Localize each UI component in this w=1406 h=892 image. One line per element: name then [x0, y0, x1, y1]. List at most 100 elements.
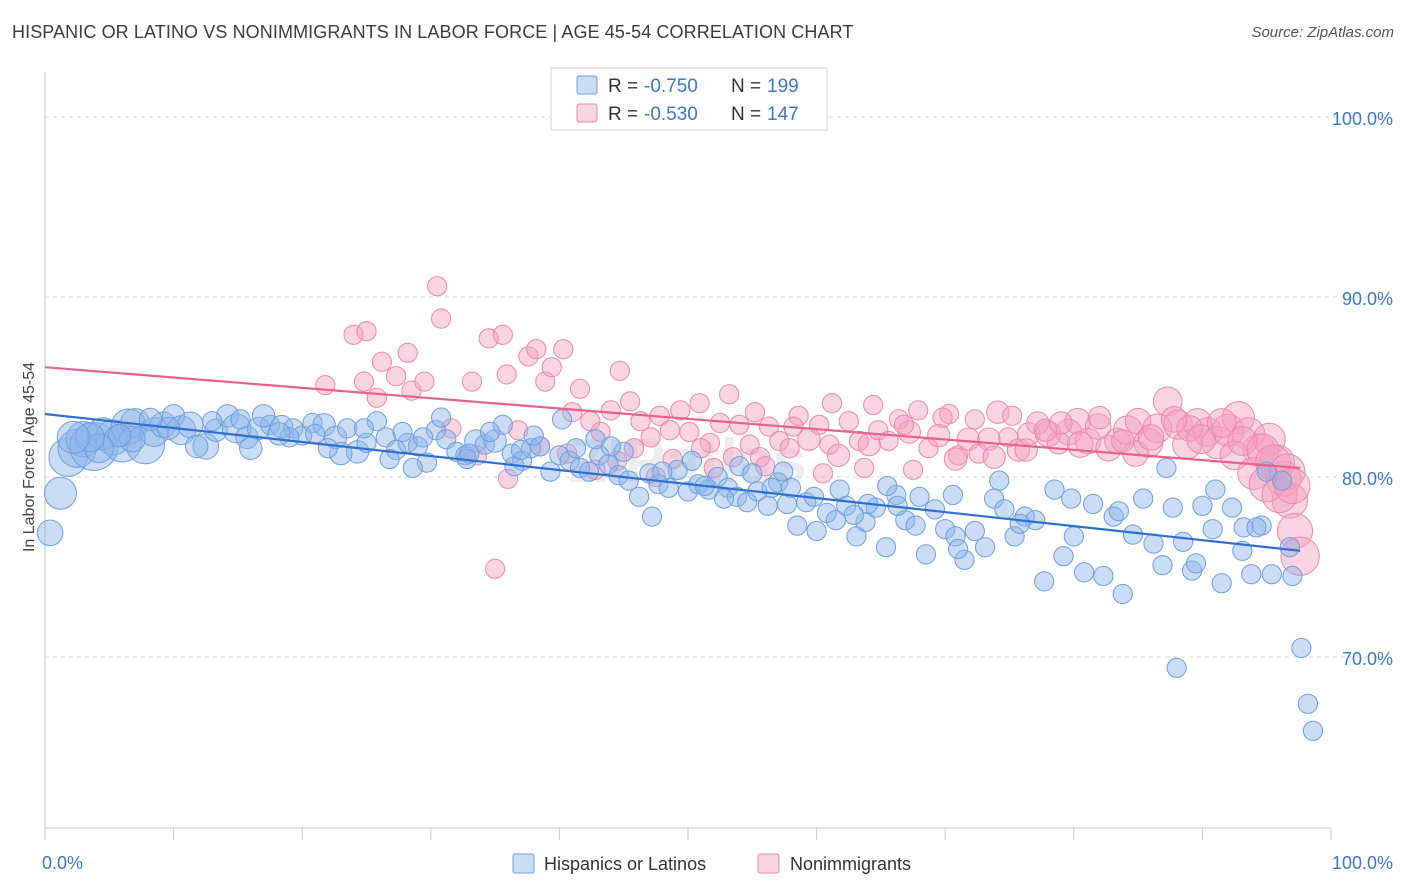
- data-point: [1185, 553, 1207, 574]
- chart-title: HISPANIC OR LATINO VS NONIMMIGRANTS IN L…: [12, 22, 854, 42]
- data-point: [1143, 533, 1164, 554]
- data-point: [1083, 493, 1104, 515]
- data-point: [1152, 555, 1173, 576]
- data-point: [994, 499, 1015, 520]
- data-point: [1261, 564, 1282, 585]
- data-point: [618, 470, 639, 491]
- data-point: [652, 461, 673, 482]
- data-point: [177, 411, 204, 439]
- data-point: [767, 472, 789, 493]
- data-point: [613, 441, 634, 462]
- trend-line: [44, 412, 1301, 552]
- data-point: [353, 418, 374, 439]
- data-point: [1002, 405, 1023, 426]
- data-point: [744, 402, 766, 423]
- data-point: [769, 430, 790, 452]
- data-point: [667, 459, 688, 480]
- data-point: [366, 411, 387, 432]
- data-point: [620, 391, 641, 412]
- data-point: [826, 443, 851, 468]
- y-tick-label: 80.0%: [1342, 469, 1393, 489]
- data-point: [1009, 513, 1030, 534]
- data-point: [1156, 457, 1177, 479]
- data-point: [838, 411, 859, 432]
- data-point: [230, 409, 251, 430]
- grid-lines: [45, 116, 1391, 658]
- data-point: [1279, 537, 1300, 558]
- data-point: [909, 486, 930, 507]
- data-point: [267, 422, 291, 446]
- series-hispanics: [36, 404, 1324, 741]
- data-point: [1074, 427, 1102, 455]
- y-tick-label: 100.0%: [1332, 109, 1393, 129]
- data-point: [1112, 583, 1133, 605]
- data-point: [461, 371, 483, 392]
- data-point: [1033, 418, 1058, 442]
- data-point: [1111, 429, 1135, 453]
- data-point: [526, 339, 547, 360]
- data-point: [863, 394, 884, 416]
- data-point: [413, 427, 434, 448]
- data-point: [640, 427, 661, 448]
- data-point: [119, 425, 146, 453]
- data-point: [1282, 565, 1303, 587]
- data-point: [337, 418, 358, 439]
- axes: 70.0% 80.0% 90.0% 100.0% 0.0% 100.0%: [42, 72, 1393, 873]
- data-point: [492, 414, 513, 435]
- data-point: [317, 438, 338, 459]
- data-point: [787, 515, 808, 536]
- data-point: [977, 427, 1001, 451]
- data-point: [729, 414, 750, 435]
- data-point: [713, 488, 735, 509]
- data-point: [551, 409, 573, 430]
- data-point: [677, 481, 699, 502]
- data-point: [431, 308, 452, 329]
- data-point: [431, 407, 452, 428]
- legend-swatch-nonimmigrants: [757, 853, 780, 874]
- data-point: [670, 400, 691, 421]
- data-point: [1291, 637, 1312, 659]
- data-point: [510, 439, 531, 461]
- data-point: [1133, 488, 1154, 509]
- data-point: [425, 420, 446, 441]
- data-point: [939, 403, 960, 425]
- data-point: [459, 443, 480, 464]
- trend-line: [44, 366, 1301, 470]
- data-point: [1066, 431, 1094, 458]
- data-point: [496, 364, 517, 385]
- data-point: [371, 351, 392, 372]
- data-point: [1053, 546, 1074, 567]
- data-point: [107, 423, 132, 448]
- legend-n-label: N =: [731, 104, 761, 125]
- data-point: [1221, 497, 1243, 518]
- data-point: [492, 324, 513, 345]
- legend-swatch-nonimmigrants: [576, 103, 598, 123]
- data-point: [942, 484, 964, 506]
- data-point: [566, 438, 587, 459]
- data-point: [1271, 482, 1308, 519]
- data-point: [886, 484, 907, 506]
- data-point: [523, 425, 544, 446]
- data-point: [1074, 562, 1095, 583]
- data-point: [659, 420, 681, 441]
- data-point: [1034, 571, 1055, 592]
- data-point: [590, 421, 611, 443]
- data-point: [875, 537, 897, 558]
- data-point: [773, 461, 794, 482]
- data-point: [1202, 519, 1223, 540]
- data-point: [508, 420, 529, 441]
- legend-r-value: -0.530: [644, 104, 698, 125]
- data-point: [366, 387, 387, 408]
- data-point: [726, 486, 748, 507]
- data-point: [927, 423, 951, 448]
- data-point: [975, 537, 996, 558]
- data-point: [609, 360, 630, 381]
- data-point: [1122, 524, 1144, 545]
- data-point: [65, 421, 102, 458]
- data-point: [1297, 693, 1319, 714]
- data-point: [1302, 720, 1324, 741]
- legend-swatch-hispanics: [512, 853, 535, 874]
- data-point: [392, 421, 413, 443]
- series-nonimmigrants: [315, 276, 1320, 579]
